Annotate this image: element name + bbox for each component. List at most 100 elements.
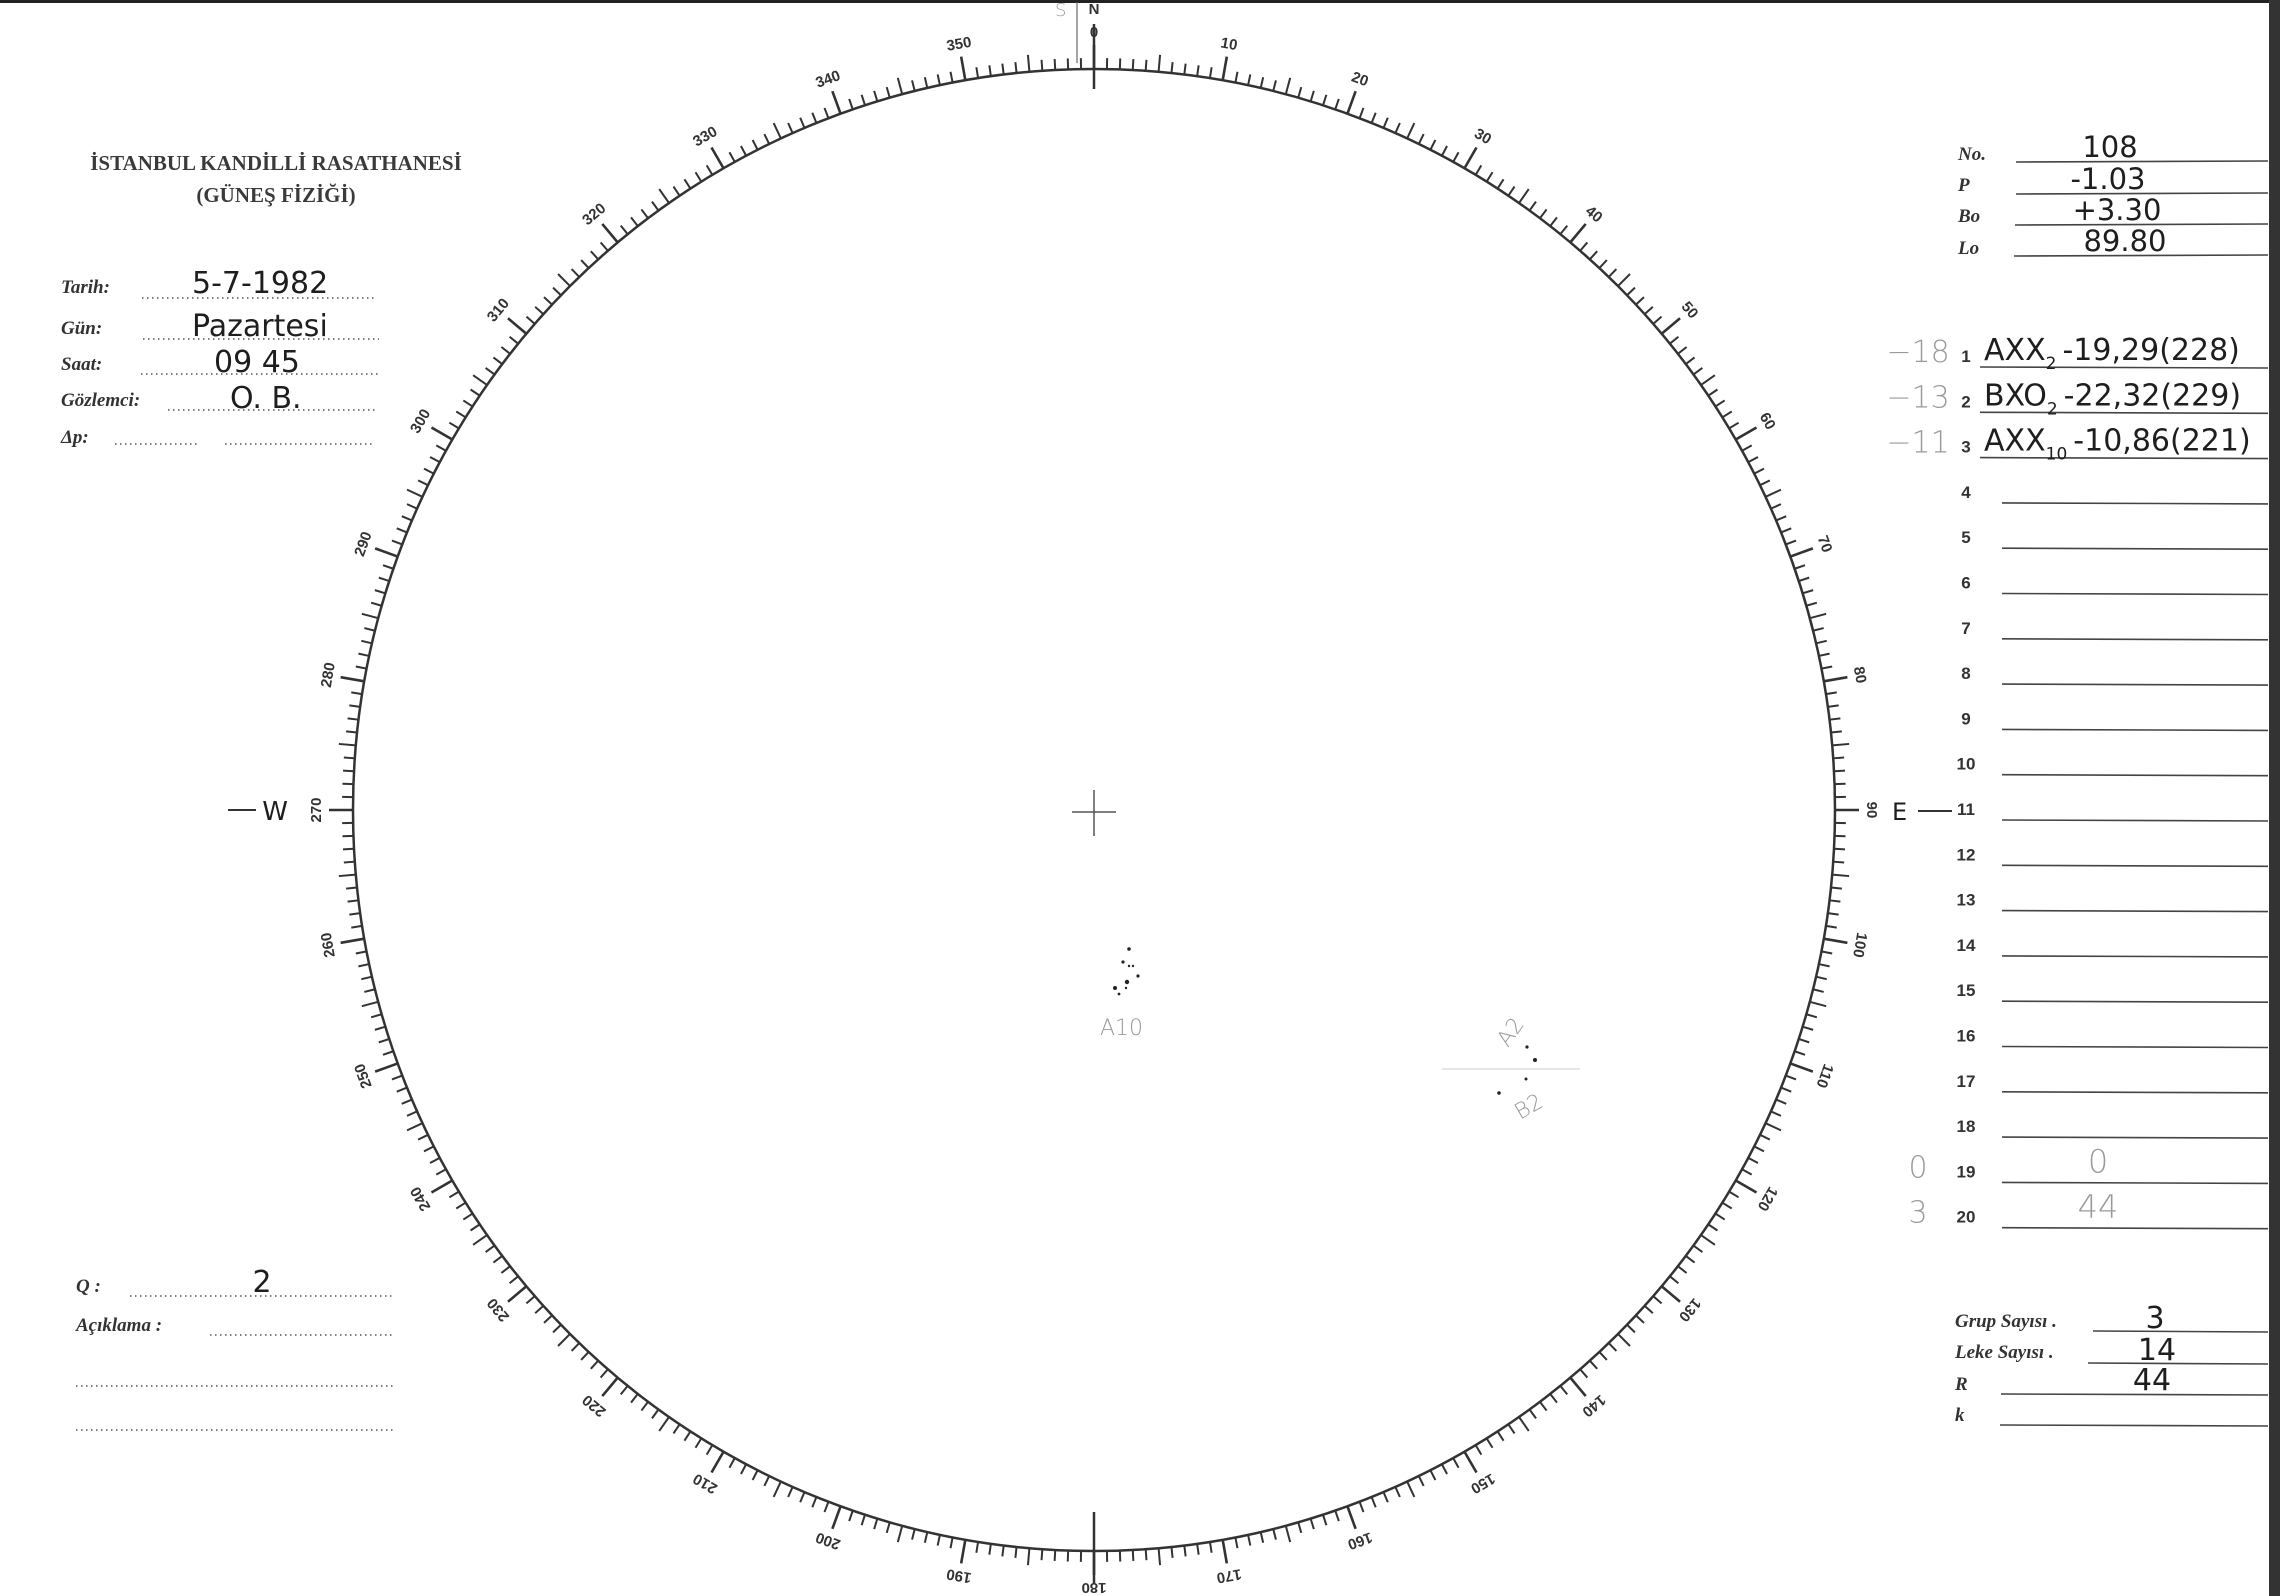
row-line	[2001, 502, 2269, 505]
scale-tick	[1692, 1244, 1703, 1253]
scale-tick	[361, 612, 379, 620]
scale-tick	[525, 1295, 536, 1305]
group-row[interactable]: 8	[1961, 664, 2269, 686]
scale-tick	[1589, 250, 1598, 260]
scale-tick	[694, 1437, 703, 1449]
scale-tick	[710, 1451, 725, 1474]
observer-value[interactable]: O. B.	[230, 381, 302, 416]
no-value[interactable]: 108	[2082, 130, 2137, 164]
scale-tick	[1812, 988, 1824, 993]
row-line	[2001, 955, 2269, 958]
group-row[interactable]: 17	[1957, 1072, 2269, 1094]
group-row[interactable]: 18	[1957, 1117, 2269, 1139]
group-row[interactable]: 2−13 BXO2 -22,32(229)	[1886, 378, 2269, 419]
scale-tick	[417, 479, 429, 487]
scale-tick	[1539, 1401, 1548, 1412]
scale-tick	[1208, 1541, 1213, 1553]
group-row[interactable]: 7	[1961, 619, 2269, 641]
date-value[interactable]: 5-7-1982	[192, 266, 328, 301]
scale-tick	[1780, 1086, 1792, 1093]
scale-label-320: 320	[579, 200, 609, 229]
group-row[interactable]: 11	[1957, 800, 2269, 822]
scale-tick	[1765, 488, 1782, 498]
scale-tick	[1284, 1525, 1292, 1543]
group-row[interactable]: 12	[1957, 845, 2269, 868]
scale-tick	[1794, 1050, 1806, 1056]
scale-tick	[492, 1255, 503, 1264]
r-value[interactable]: 44	[2133, 1363, 2171, 1398]
group-row[interactable]: 3 −11 AXX10 -10,86(221)	[1886, 424, 2269, 465]
scale-tick	[1322, 1514, 1328, 1526]
scale-tick	[349, 912, 361, 916]
p-label: P	[1957, 175, 1970, 196]
scale-tick	[378, 1038, 390, 1044]
scale-tick	[508, 1275, 519, 1285]
row-number: 20	[1957, 1208, 1976, 1227]
scan-top-edge	[0, 0, 2280, 3]
scale-tick	[1598, 1351, 1608, 1361]
scale-tick	[1700, 1234, 1716, 1246]
row-line	[2001, 1181, 2269, 1185]
group-row[interactable]: 6	[1961, 574, 2269, 596]
row-line	[1979, 456, 2269, 460]
sunspot-group-a10[interactable]	[1113, 947, 1140, 996]
scale-tick	[485, 367, 496, 376]
group-row[interactable]: 15	[1957, 981, 2269, 1004]
scale-tick	[911, 80, 916, 92]
scale-tick	[1297, 1522, 1303, 1534]
scale-tick	[1775, 1098, 1787, 1105]
group-row[interactable]: 10	[1957, 755, 2269, 777]
row-number: 15	[1957, 981, 1976, 1000]
scale-label-50: 50	[1678, 298, 1702, 322]
sunspot-groups-a2-b2[interactable]	[1497, 1045, 1537, 1095]
lo-value[interactable]: 89.80	[2083, 224, 2166, 258]
scale-tick	[406, 503, 418, 510]
scale-tick	[619, 224, 629, 235]
group-row[interactable]: 1 −18 AXX2 -19,29(228)	[1886, 333, 2269, 374]
center-crosshair-icon	[1072, 790, 1116, 836]
spot-count-value[interactable]: 14	[2138, 1333, 2176, 1368]
scale-tick	[570, 1342, 580, 1352]
scale-tick	[1053, 58, 1057, 71]
row-line	[1979, 366, 2269, 369]
group-row[interactable]: 20 3 44	[1908, 1188, 2269, 1231]
scale-tick	[351, 691, 363, 696]
scale-tick	[1208, 67, 1213, 79]
q-value[interactable]: 2	[252, 1265, 271, 1300]
p-value[interactable]: -1.03	[2070, 162, 2145, 196]
scale-tick	[448, 1190, 460, 1199]
scale-tick	[1660, 317, 1681, 335]
scale-tick	[401, 515, 413, 522]
row-number: 18	[1957, 1117, 1976, 1136]
scale-tick	[361, 1000, 379, 1008]
observer-label: Gözlemci:	[61, 390, 140, 411]
day-value[interactable]: Pazartesi	[192, 309, 328, 344]
bo-value[interactable]: +3.30	[2073, 193, 2162, 227]
time-value[interactable]: 09 45	[214, 345, 300, 380]
scale-tick	[1170, 62, 1174, 74]
scale-tick	[1196, 65, 1200, 77]
group-row[interactable]: 5	[1961, 528, 2269, 551]
scale-tick	[382, 1050, 394, 1056]
k-label: k	[1955, 1405, 1965, 1426]
scale-tick	[1463, 1451, 1478, 1474]
scale-tick	[378, 576, 390, 582]
scale-tick	[873, 1518, 879, 1530]
group-row[interactable]: 9	[1961, 709, 2269, 732]
group-row[interactable]: 16	[1957, 1027, 2269, 1049]
group-row[interactable]: 4	[1961, 483, 2269, 505]
scale-tick	[873, 90, 879, 102]
scale-tick	[823, 107, 830, 119]
group-row[interactable]: 14	[1957, 936, 2269, 958]
scale-tick	[1394, 122, 1401, 134]
scale-tick	[1518, 188, 1530, 204]
group-count-value[interactable]: 3	[2145, 1301, 2164, 1336]
north-label: N	[1089, 1, 1100, 18]
scale-tick	[534, 306, 544, 315]
scale-tick	[1765, 1122, 1782, 1132]
scale-tick	[1823, 675, 1848, 683]
group-row[interactable]: 190 0	[1908, 1142, 2269, 1185]
group-row[interactable]: 13	[1957, 891, 2269, 913]
scale-tick	[1753, 467, 1765, 475]
group-spot-count: 10	[2046, 445, 2068, 465]
